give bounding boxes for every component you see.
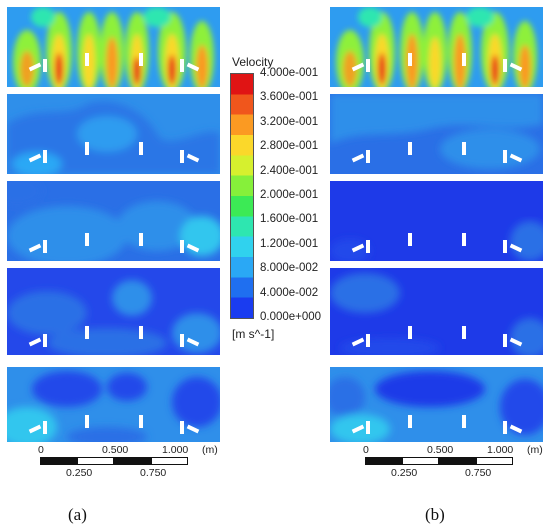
color-bar [230, 73, 254, 319]
legend-tick-label: 0.000e+000 [260, 311, 322, 323]
scale-bar-b: 0 0.500 1.000 (m) 0.250 0.750 [355, 445, 550, 485]
panel-b-4 [330, 268, 543, 355]
scale-segment [114, 457, 151, 465]
scale-segment [40, 457, 77, 465]
scale-label-0: 0 [363, 444, 369, 456]
scale-bar-a: 0 0.500 1.000 (m) 0.250 0.750 [30, 445, 230, 485]
legend-title: Velocity [232, 55, 274, 69]
scale-label-0500: 0.500 [427, 444, 454, 456]
panel-b-5 [330, 367, 543, 442]
scale-label-0500: 0.500 [102, 444, 129, 456]
legend-tick-label: 4.000e-002 [260, 286, 319, 299]
legend-tick-label: 3.200e-001 [260, 115, 319, 128]
scale-segment [476, 457, 513, 465]
panel-a-1 [7, 7, 220, 87]
scale-label-0250: 0.250 [66, 467, 93, 479]
scale-unit: (m) [202, 444, 218, 456]
legend-tick-label: 2.400e-001 [260, 164, 319, 177]
scale-segment [77, 457, 114, 465]
scale-unit: (m) [527, 444, 543, 456]
panel-a-3 [7, 181, 220, 261]
panel-a-4 [7, 268, 220, 355]
panel-b-3 [330, 181, 543, 261]
scale-label-1000: 1.000 [487, 444, 514, 456]
panel-a-5 [7, 367, 220, 442]
scale-label-0: 0 [38, 444, 44, 456]
scale-label-0750: 0.750 [465, 467, 492, 479]
caption-a: (a) [68, 505, 87, 524]
scale-segment [439, 457, 476, 465]
legend-tick-label: 4.000e-001 [260, 67, 319, 79]
legend-tick-label: 2.800e-001 [260, 140, 319, 153]
legend-tick-label: 2.000e-001 [260, 189, 319, 201]
scale-segment [365, 457, 402, 465]
legend-tick-label: 1.200e-001 [260, 237, 319, 250]
scale-label-1000: 1.000 [162, 444, 189, 456]
legend-unit: [m s^-1] [232, 327, 275, 341]
legend-tick-label: 8.000e-002 [260, 262, 319, 275]
scale-segment [402, 457, 439, 465]
panel-b-1 [330, 7, 543, 87]
panel-a-2 [7, 94, 220, 174]
scale-label-0250: 0.250 [391, 467, 418, 479]
caption-b: (b) [425, 505, 445, 524]
panel-b-2 [330, 94, 543, 174]
scale-segment [151, 457, 188, 465]
scale-label-0750: 0.750 [140, 467, 167, 479]
legend-tick-label: 1.600e-001 [260, 213, 319, 226]
legend-tick-label: 3.600e-001 [260, 91, 319, 104]
